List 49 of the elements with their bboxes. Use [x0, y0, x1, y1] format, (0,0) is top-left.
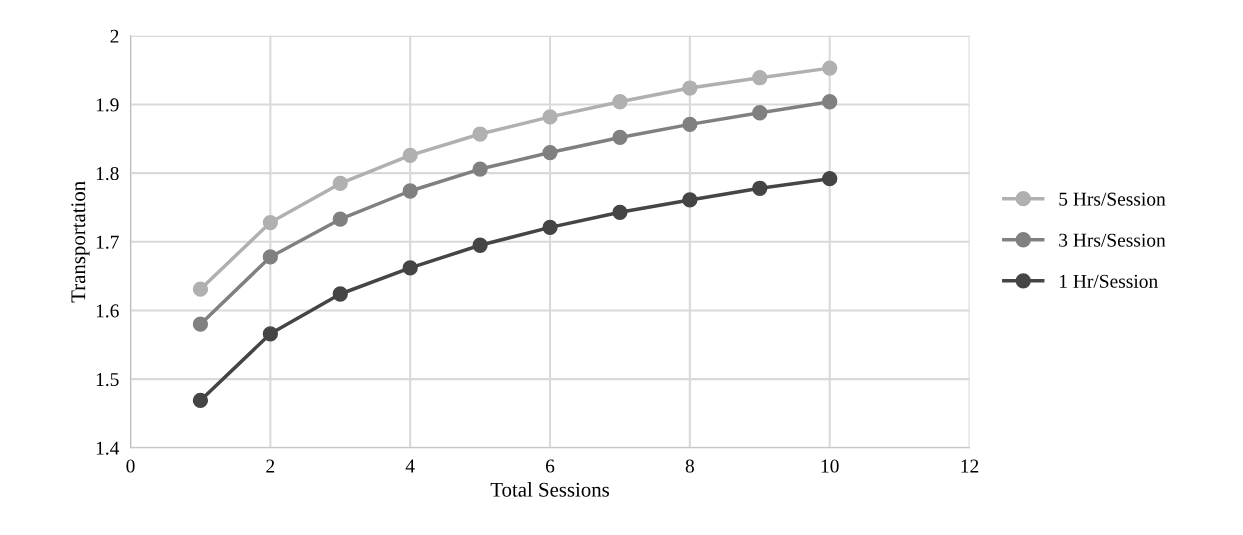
- x-tick-label: 4: [405, 459, 415, 473]
- y-tick-label: 1.5: [96, 373, 119, 387]
- y-tick-label: 2: [110, 29, 119, 43]
- point: [192, 281, 209, 297]
- legend-label: 1 Hr/Session: [1059, 274, 1158, 288]
- point: [402, 183, 418, 199]
- legend-label: 5 Hrs/Session: [1059, 192, 1166, 206]
- x-tick-label: 8: [685, 459, 694, 473]
- point: [752, 70, 768, 86]
- point: [542, 109, 558, 125]
- x-tick-label: 6: [546, 459, 555, 473]
- point: [472, 161, 488, 177]
- point: [682, 116, 698, 133]
- point: [402, 147, 418, 163]
- y-axis-title: Transportation: [71, 181, 90, 303]
- point: [192, 316, 209, 332]
- y-tick-label: 1.8: [96, 166, 119, 181]
- y-tick-label: 1.6: [96, 304, 119, 318]
- point: [542, 144, 558, 161]
- point: [682, 80, 698, 96]
- point: [262, 214, 278, 231]
- x-axis-title: Total Sessions: [490, 482, 610, 497]
- y-tick-label: 1.4: [96, 441, 120, 455]
- point: [752, 105, 768, 121]
- x-tick-label: 10: [821, 459, 839, 473]
- x-tick-label: 12: [961, 459, 979, 473]
- point: [332, 175, 348, 192]
- x-tick-label: 2: [266, 459, 275, 473]
- point: [612, 129, 628, 146]
- y-tick-label: 1.7: [96, 235, 119, 249]
- point: [752, 180, 768, 196]
- point: [332, 286, 348, 302]
- point: [822, 171, 838, 187]
- point: [472, 237, 488, 253]
- point: [262, 326, 278, 342]
- point: [822, 94, 838, 110]
- point: [682, 192, 698, 208]
- point: [192, 392, 209, 409]
- y-tick-label: 1.9: [96, 98, 119, 112]
- point: [822, 60, 838, 76]
- point: [262, 249, 278, 265]
- x-tick-label: 0: [126, 459, 135, 473]
- point: [472, 126, 488, 142]
- point: [612, 94, 628, 110]
- point: [612, 204, 628, 220]
- point: [542, 219, 558, 236]
- legend-label: 3 Hrs/Session: [1059, 233, 1166, 247]
- point: [332, 211, 348, 227]
- point: [402, 260, 418, 276]
